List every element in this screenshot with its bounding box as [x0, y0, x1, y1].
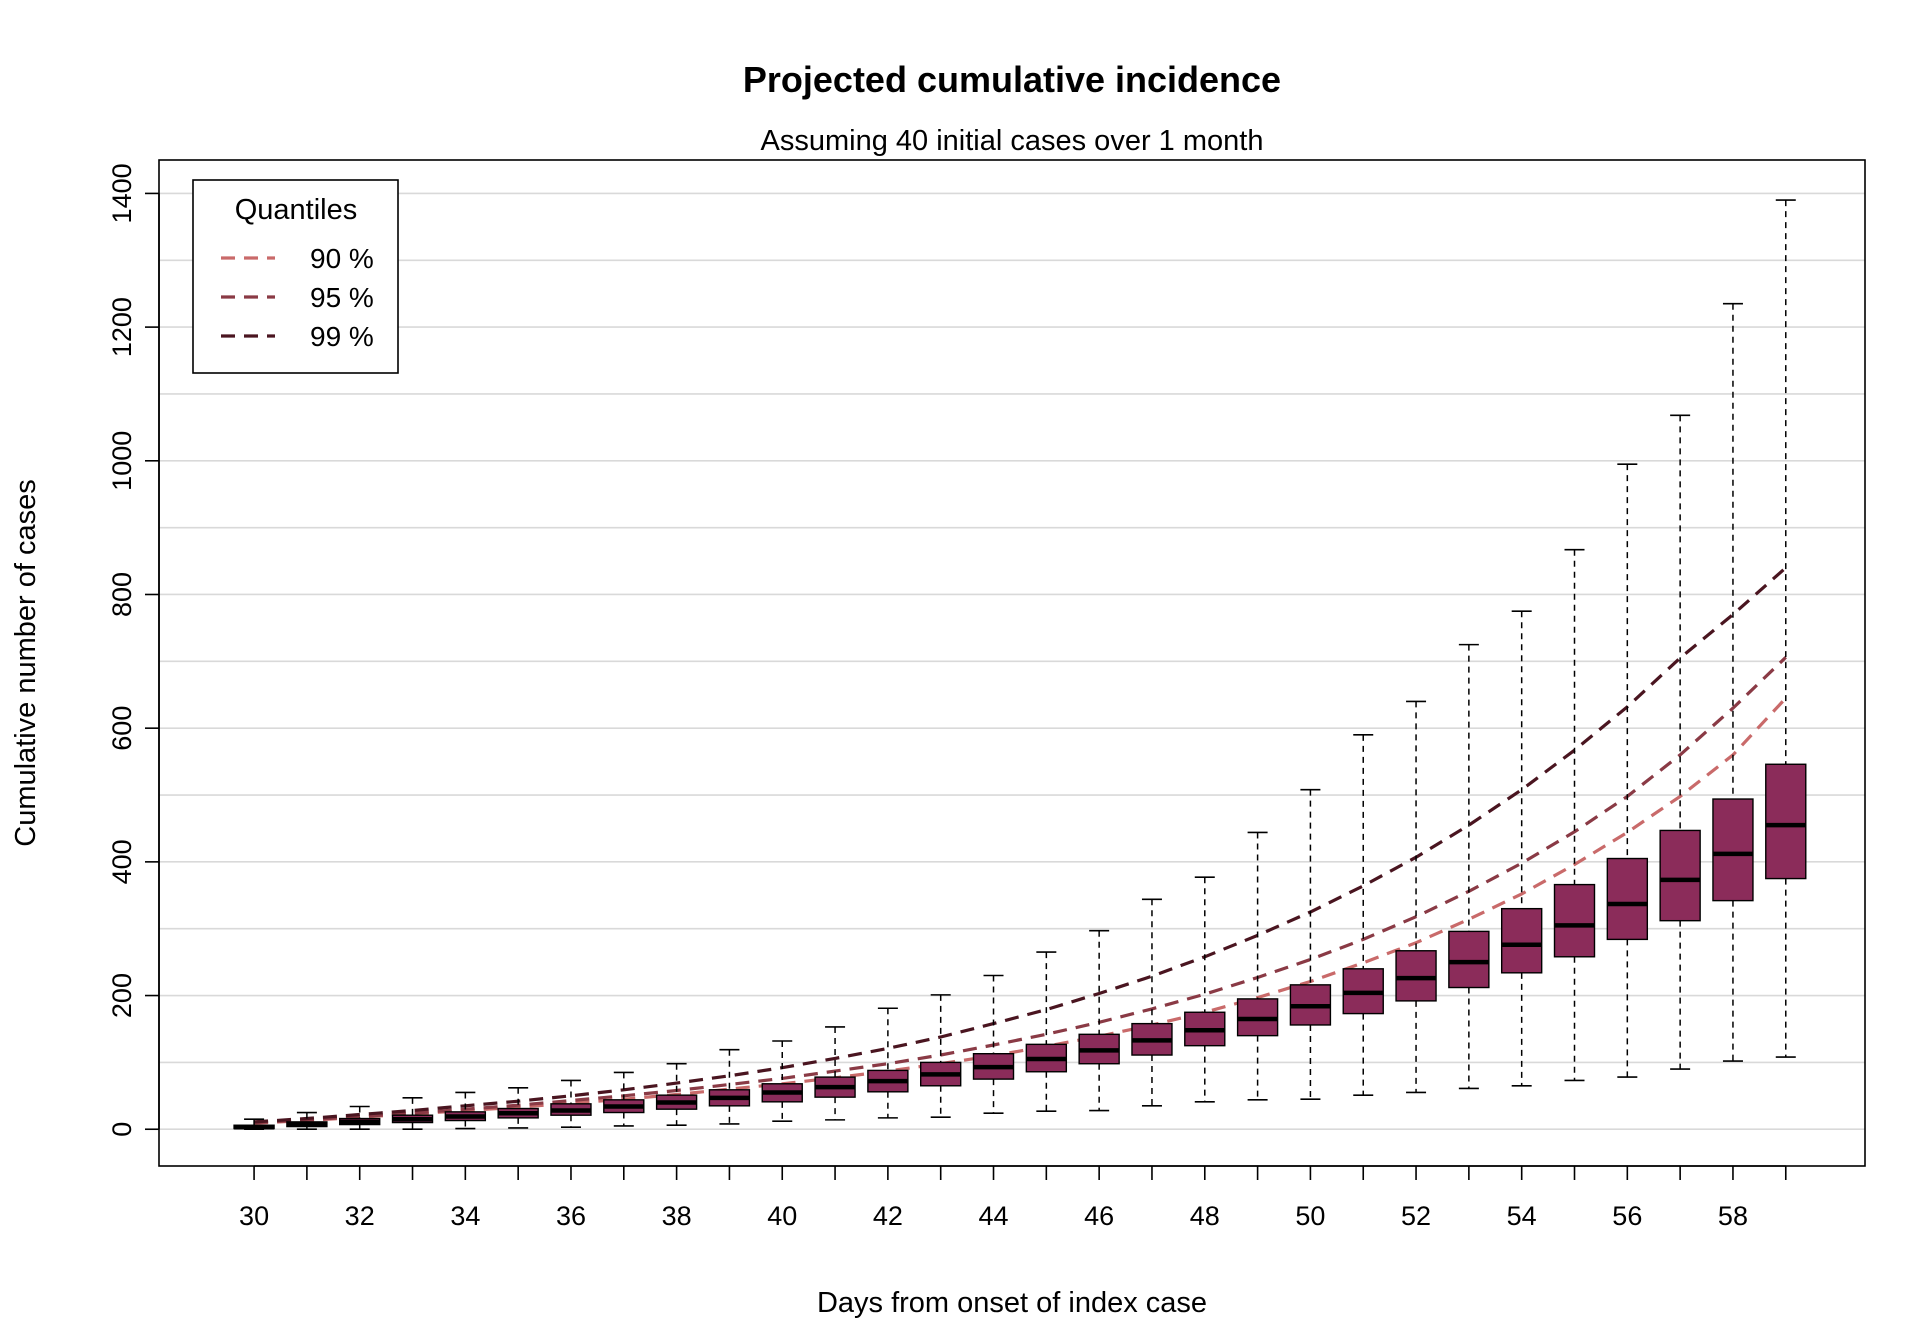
- x-tick-label: 34: [450, 1201, 480, 1231]
- x-tick-label: 42: [873, 1201, 903, 1231]
- boxplot: [603, 1071, 645, 1127]
- legend-title: Quantiles: [235, 194, 358, 226]
- legend-label: 90 %: [310, 243, 374, 274]
- y-tick-label: 1200: [107, 297, 137, 357]
- boxplot: [1289, 788, 1332, 1100]
- legend: Quantiles 90 % 95 % 99 %: [192, 179, 399, 374]
- boxplot: [919, 994, 962, 1119]
- boxplot: [1659, 414, 1701, 1070]
- x-tick-label: 32: [345, 1201, 375, 1231]
- boxplot: [1236, 831, 1279, 1101]
- boxplot: [867, 1007, 909, 1119]
- y-tick-label: 400: [107, 839, 137, 884]
- quantile-line-3: [253, 566, 1787, 1124]
- chart-subtitle: Assuming 40 initial cases over 1 month: [761, 125, 1264, 157]
- legend-entry: 99 %: [221, 321, 374, 352]
- quantile-lines: [253, 566, 1787, 1125]
- grid-lines: [159, 192, 1865, 1131]
- boxplot: [1342, 734, 1384, 1096]
- box-iqr: [1553, 883, 1596, 958]
- x-tick-label: 44: [978, 1201, 1008, 1231]
- boxplot: [1131, 898, 1173, 1107]
- x-tick-label: 58: [1718, 1201, 1748, 1231]
- boxplot: [286, 1111, 328, 1131]
- x-tick-label: 38: [662, 1201, 692, 1231]
- boxplot: [1712, 302, 1754, 1062]
- y-tick-label: 0: [107, 1122, 137, 1137]
- boxplot: [1500, 610, 1543, 1087]
- boxplots: [233, 199, 1807, 1131]
- boxplot: [972, 974, 1015, 1114]
- boxplot: [761, 1040, 803, 1123]
- boxplot: [1606, 463, 1649, 1078]
- boxplot: [497, 1086, 539, 1129]
- boxplot: [1395, 700, 1437, 1094]
- x-tick-label: 52: [1401, 1201, 1431, 1231]
- boxplot: [444, 1091, 487, 1130]
- y-tick-label: 600: [107, 706, 137, 751]
- boxplot: [1553, 548, 1596, 1082]
- legend-label: 99 %: [310, 321, 374, 352]
- boxplot: [233, 1118, 275, 1131]
- box-iqr: [1395, 950, 1437, 1002]
- box-iqr: [1606, 857, 1649, 941]
- y-tick-label: 800: [107, 572, 137, 617]
- box-iqr: [1659, 829, 1701, 922]
- x-tick-label: 50: [1295, 1201, 1325, 1231]
- axes: 30 32 34 36 38 40 42 44 46 48 50 52 54 56 58 0 200 400 600…: [107, 163, 1787, 1231]
- box-iqr: [1712, 798, 1754, 902]
- boxplot: [391, 1097, 434, 1131]
- y-tick-label: 1400: [107, 163, 137, 223]
- x-axis-label: Days from onset of index case: [817, 1287, 1207, 1319]
- legend-entries: 90 % 95 % 99 %: [221, 243, 374, 352]
- quantile-line-1: [254, 697, 1787, 1125]
- x-tick-label: 46: [1084, 1201, 1114, 1231]
- legend-label: 95 %: [310, 282, 374, 313]
- x-tick-label: 48: [1190, 1201, 1220, 1231]
- y-tick-label: 1000: [107, 431, 137, 491]
- x-tick-label: 54: [1507, 1201, 1537, 1231]
- boxplot: [655, 1062, 698, 1127]
- boxplot: [708, 1048, 751, 1125]
- legend-box: [192, 179, 399, 374]
- box-iqr: [1765, 763, 1807, 880]
- legend-entry: 95 %: [221, 282, 374, 313]
- x-tick-label: 40: [767, 1201, 797, 1231]
- y-axis-label: Cumulative number of cases: [10, 479, 42, 847]
- boxplot: [814, 1026, 856, 1121]
- boxplot: [1448, 643, 1490, 1090]
- boxplot: [1025, 951, 1068, 1112]
- box-iqr: [1448, 930, 1490, 989]
- quantile-line-2: [254, 656, 1787, 1125]
- boxplot: [1184, 876, 1226, 1103]
- legend-entry: 90 %: [221, 243, 374, 274]
- boxplot: [550, 1079, 592, 1129]
- boxplot: [1765, 199, 1807, 1058]
- y-tick-label: 200: [107, 973, 137, 1018]
- x-tick-label: 56: [1612, 1201, 1642, 1231]
- box-iqr: [1500, 907, 1543, 974]
- x-tick-label: 30: [239, 1201, 269, 1231]
- boxplot: [339, 1105, 381, 1131]
- boxplot: [1078, 929, 1120, 1112]
- x-tick-label: 36: [556, 1201, 586, 1231]
- chart-title: Projected cumulative incidence: [743, 59, 1281, 100]
